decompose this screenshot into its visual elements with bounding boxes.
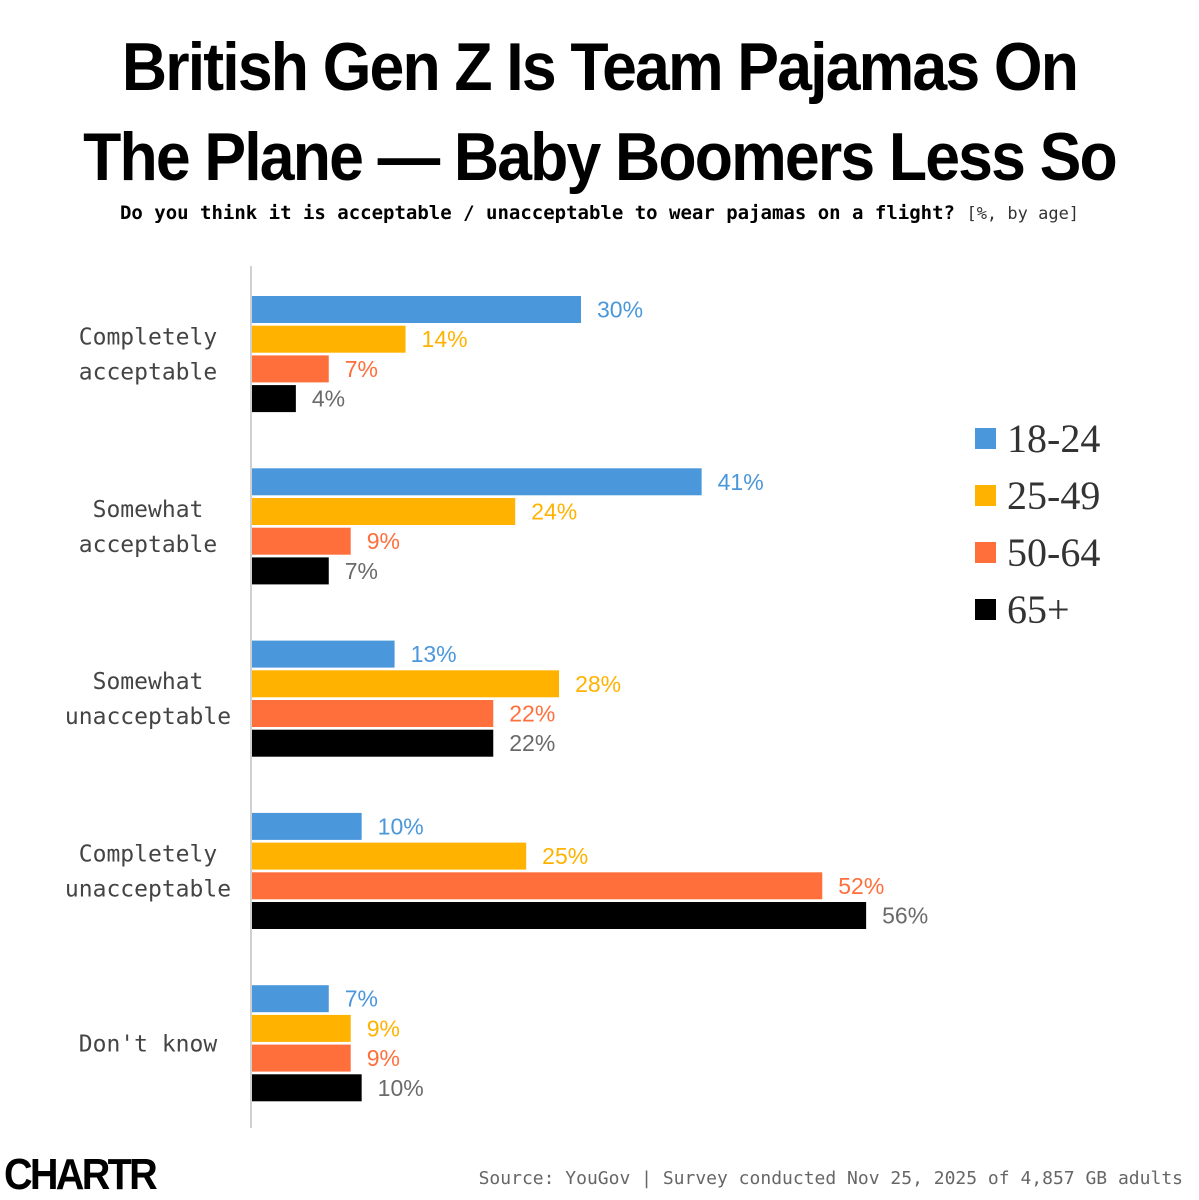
bar-65+	[252, 1074, 362, 1102]
data-label: 10%	[378, 813, 424, 839]
data-label: 10%	[378, 1075, 424, 1101]
data-label: 4%	[312, 386, 345, 412]
category-label: Completely	[79, 325, 217, 351]
legend-item: 18-24	[975, 410, 1100, 467]
category-label: Somewhat	[93, 669, 204, 695]
category-label: unacceptable	[65, 704, 231, 730]
data-label: 25%	[542, 843, 588, 869]
bar-18-24	[252, 468, 702, 496]
category-label: Somewhat	[93, 497, 204, 523]
bar-50-64	[252, 1044, 351, 1072]
title-line-2: The Plane — Baby Boomers Less So	[83, 119, 1118, 195]
legend-label: 65+	[1007, 587, 1070, 632]
bar-18-24	[252, 985, 329, 1013]
data-label: 9%	[367, 1015, 400, 1041]
chartr-logo: CHARTR	[4, 1150, 158, 1199]
bar-65+	[252, 385, 296, 413]
bar-65+	[252, 557, 329, 585]
bar-50-64	[252, 527, 351, 555]
category-label: Don't know	[79, 1031, 218, 1057]
bar-50-64	[252, 872, 823, 900]
category-label: unacceptable	[65, 876, 231, 902]
bar-18-24	[252, 812, 362, 840]
bar-65+	[252, 729, 494, 757]
bar-25-49	[252, 1014, 351, 1042]
data-label: 7%	[345, 986, 378, 1012]
category-label: acceptable	[79, 360, 217, 386]
data-label: 9%	[367, 1045, 400, 1071]
legend-swatch	[975, 428, 996, 449]
legend-swatch	[975, 485, 996, 506]
legend-item: 25-49	[975, 467, 1100, 524]
category-label: Completely	[79, 841, 217, 867]
bar-25-49	[252, 498, 516, 525]
title-line-1: British Gen Z Is Team Pajamas On	[121, 29, 1079, 105]
data-label: 14%	[422, 326, 468, 352]
data-label: 28%	[575, 671, 621, 697]
data-label: 24%	[531, 499, 577, 525]
data-label: 22%	[509, 730, 555, 756]
legend-item: 65+	[975, 581, 1100, 638]
bar-50-64	[252, 355, 329, 383]
data-label: 13%	[411, 641, 457, 667]
data-label: 56%	[882, 903, 928, 929]
subtitle-question: Do you think it is acceptable / unaccept…	[119, 202, 955, 224]
data-label: 30%	[597, 297, 643, 323]
chart-legend: 18-24 25-49 50-64 65+	[975, 410, 1100, 638]
bar-25-49	[252, 670, 560, 698]
legend-swatch	[975, 599, 996, 620]
data-label: 9%	[367, 528, 400, 554]
chart-subtitle: Do you think it is acceptable / unaccept…	[0, 202, 1199, 224]
subtitle-unit: [%, by age]	[966, 204, 1080, 224]
legend-item: 50-64	[975, 524, 1100, 581]
chart-title: British Gen Z Is Team Pajamas On The Pla…	[48, 22, 1151, 202]
bar-25-49	[252, 325, 406, 353]
data-label: 22%	[509, 701, 555, 727]
legend-label: 18-24	[1007, 416, 1101, 461]
legend-swatch	[975, 542, 996, 563]
bar-25-49	[252, 842, 527, 870]
bar-65+	[252, 902, 867, 929]
bar-18-24	[252, 296, 581, 323]
legend-label: 50-64	[1007, 530, 1101, 575]
data-label: 52%	[838, 873, 884, 899]
bar-50-64	[252, 700, 494, 727]
data-label: 7%	[345, 356, 378, 382]
data-label: 7%	[345, 558, 378, 584]
source-note: Source: YouGov | Survey conducted Nov 25…	[478, 1168, 1183, 1189]
data-label: 41%	[718, 469, 764, 495]
legend-label: 25-49	[1007, 473, 1101, 518]
bar-18-24	[252, 640, 395, 668]
category-label: acceptable	[79, 532, 217, 558]
